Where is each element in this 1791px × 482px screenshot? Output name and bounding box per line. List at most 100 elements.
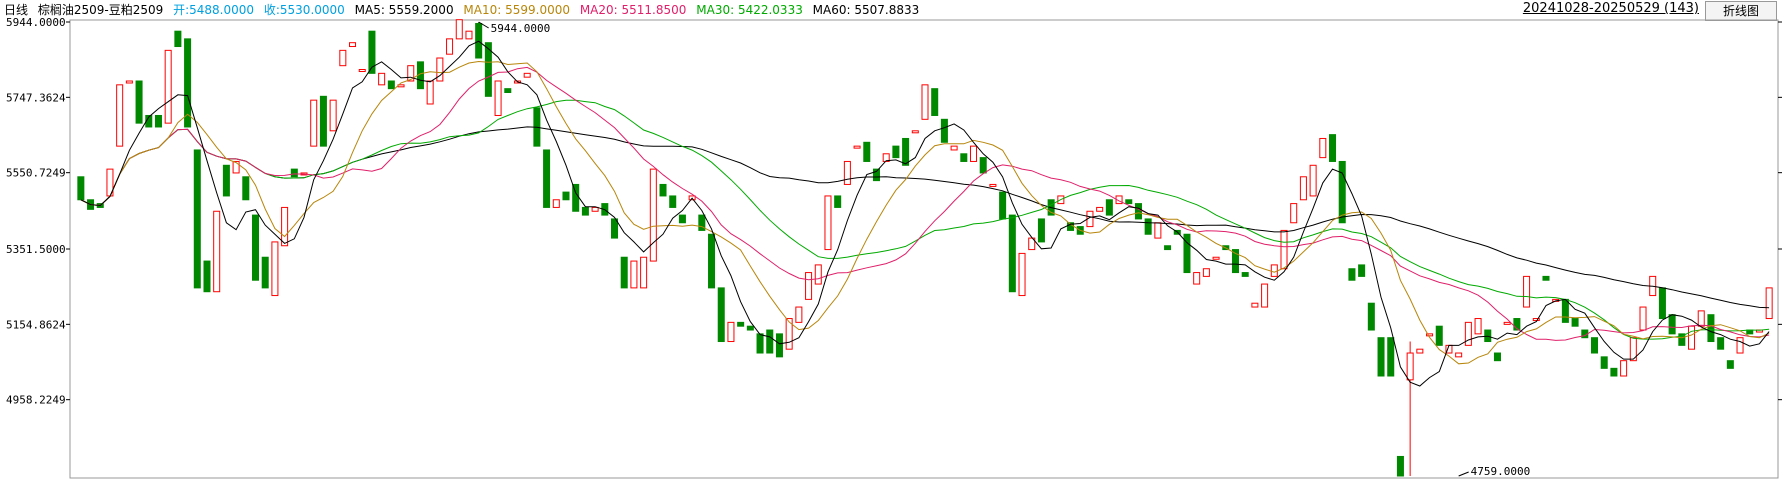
candle-body (349, 42, 357, 48)
candle-body (1513, 318, 1521, 331)
candle-body (135, 80, 143, 124)
candle-body (698, 214, 706, 231)
candle-body (1426, 333, 1434, 337)
ma60-line (80, 126, 1770, 309)
candle-body (543, 149, 551, 208)
candle-body (290, 168, 298, 178)
candle-body (1464, 321, 1472, 346)
candle-body (630, 260, 638, 289)
candle-body (446, 38, 454, 55)
candle-body (378, 72, 386, 86)
candle-body (116, 84, 124, 147)
candle-body (1474, 318, 1482, 335)
candle-body (1270, 264, 1278, 277)
candle-body (591, 206, 599, 212)
candle-body (1542, 275, 1550, 281)
y-tick-label: 4958.2249 (6, 394, 66, 407)
ma10-label: MA10: 5599.0000 (463, 3, 570, 17)
candle-body (213, 210, 221, 293)
candle-body (669, 195, 677, 208)
candle-body (834, 195, 842, 208)
candle-body (950, 145, 958, 151)
candle-body (1396, 455, 1404, 477)
candle-body (1688, 325, 1696, 350)
candle-body (620, 256, 628, 289)
candle-body (193, 149, 201, 289)
candle-body (484, 42, 492, 97)
candle-body (436, 57, 444, 82)
candle-body (494, 80, 502, 116)
ma30-line (80, 99, 1770, 340)
candle-body (843, 160, 851, 185)
candle-body (154, 114, 162, 128)
candle-body (1532, 318, 1540, 322)
candle-body (708, 233, 716, 289)
candle-body (339, 49, 347, 67)
candle-body (1319, 137, 1327, 159)
candle-body (310, 99, 318, 147)
candle-body (1571, 318, 1579, 327)
candle-body (737, 321, 745, 327)
candle-body (1561, 298, 1569, 323)
candle-body (902, 137, 910, 166)
y-tick-label: 5154.8624 (6, 318, 66, 331)
candle-body (242, 176, 250, 201)
candle-body (1697, 310, 1705, 327)
ma5-line (80, 40, 1770, 387)
candle-body (824, 195, 832, 251)
candle-body (960, 153, 968, 162)
candle-body (727, 321, 735, 343)
candle-body (1493, 352, 1501, 362)
candle-body (407, 65, 415, 82)
candle-body (125, 80, 133, 84)
candle-body (814, 264, 822, 285)
y-tick-label: 5351.5000 (6, 243, 66, 256)
candle-body (1096, 206, 1104, 212)
candle-body (970, 145, 978, 162)
candle-body (232, 160, 240, 174)
candle-body (222, 164, 230, 197)
date-range[interactable]: 20241028-20250529 (143) (1522, 1, 1699, 16)
ma20-line (80, 66, 1770, 341)
candle-body (552, 199, 560, 208)
candle-body (1338, 160, 1346, 224)
candle-body (872, 168, 880, 182)
candle-body (1726, 360, 1734, 369)
candle-body (1193, 272, 1201, 285)
candle-body (989, 183, 997, 187)
candle-body (746, 325, 754, 331)
candle-body (1183, 233, 1191, 274)
candle-body (1503, 321, 1511, 325)
candle-body (203, 260, 211, 293)
candle-body (271, 241, 279, 297)
period-label: 日线 (4, 3, 29, 17)
candle-body (164, 49, 172, 124)
candle-body (1154, 222, 1162, 239)
candle-body (1105, 199, 1113, 216)
candle-body (999, 191, 1007, 220)
candle-body (358, 69, 366, 73)
candle-body (1125, 199, 1133, 205)
candle-body (1280, 229, 1288, 270)
candle-body (1241, 272, 1249, 277)
candle-body (1435, 325, 1443, 346)
candle-body (1202, 268, 1210, 277)
candle-body (921, 84, 929, 120)
candle-body (795, 306, 803, 323)
candle-body (931, 88, 939, 116)
candle-body (387, 80, 395, 90)
candle-body (1590, 337, 1599, 354)
candle-body (775, 333, 783, 358)
candle-body (1212, 256, 1220, 260)
line-chart-button[interactable]: 折线图 (1705, 1, 1777, 21)
candle-body (523, 72, 531, 78)
candle-body (756, 333, 764, 354)
candle-body (1658, 287, 1666, 320)
candle-body (940, 118, 948, 143)
candle-body (1668, 314, 1676, 335)
candle-body (1377, 337, 1385, 377)
candle-body (174, 30, 182, 48)
chart-header: 日线 棕榈油2509-豆粕2509 开:5488.0000 收:5530.000… (4, 1, 925, 19)
candle-body (465, 30, 473, 40)
